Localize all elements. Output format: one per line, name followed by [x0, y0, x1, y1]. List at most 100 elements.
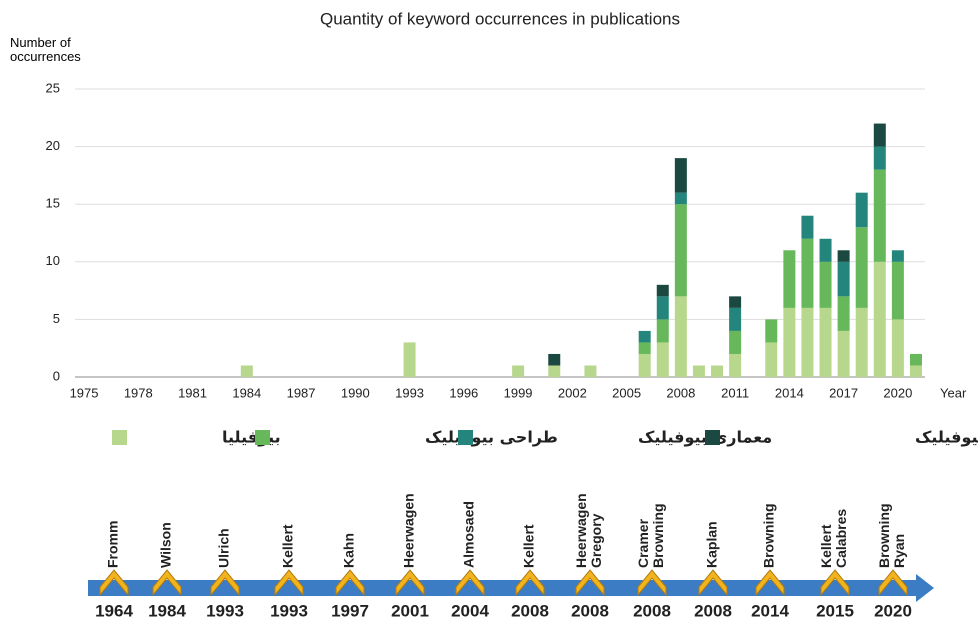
x-axis-label: Year: [940, 385, 967, 400]
bar-segment: [838, 296, 850, 331]
timeline-year: 2004: [451, 601, 489, 620]
bar-segment: [838, 250, 850, 262]
timeline-year: 2014: [751, 601, 789, 620]
bar-segment: [657, 319, 669, 342]
timeline-name: Kellert: [280, 524, 296, 568]
chart-title: Quantity of keyword occurrences in publi…: [320, 9, 680, 28]
bar-segment: [874, 262, 886, 377]
bar-segment: [639, 342, 651, 354]
timeline-year: 2015: [816, 601, 854, 620]
timeline-name: Kahn: [341, 533, 357, 568]
y-label-box: Number of occurrences: [10, 36, 120, 76]
x-tick-label: 2008: [666, 385, 695, 400]
timeline-name: Kellert: [521, 524, 537, 568]
timeline-name: Gregory: [588, 513, 604, 568]
timeline-name: Ryan: [891, 534, 907, 568]
bar-segment: [675, 193, 687, 205]
timeline-year: 2008: [694, 601, 732, 620]
bar-segment: [783, 250, 795, 308]
bar-segment: [548, 354, 560, 366]
y-tick-label: 20: [46, 138, 60, 153]
bar-segment: [801, 308, 813, 377]
timeline-year: 2008: [633, 601, 671, 620]
legend-label: ساختمان بیوفیلیک: [915, 428, 978, 447]
timeline-name: Calabres: [833, 509, 849, 568]
timeline-year: 1964: [95, 601, 133, 620]
bar-segment: [639, 354, 651, 377]
timeline-year: 1997: [331, 601, 369, 620]
bar-segment: [711, 365, 723, 377]
timeline-name: Cramer: [635, 518, 651, 568]
timeline-name: Browning: [761, 503, 777, 568]
y-tick-label: 5: [53, 311, 60, 326]
timeline-arrow-head: [916, 574, 934, 602]
bar-segment: [729, 296, 741, 308]
bar-segment: [856, 227, 868, 308]
legend-swatch: [458, 430, 473, 445]
legend-swatch: [255, 430, 270, 445]
legend-swatch: [112, 430, 127, 445]
timeline-name: Kellert: [818, 524, 834, 568]
bar-segment: [892, 262, 904, 320]
bar-segment: [548, 365, 560, 377]
legend-label: طراحی بیوفیلیک: [425, 428, 558, 447]
legend-label: بیوفیلیا: [222, 428, 281, 447]
timeline-year: 2008: [511, 601, 549, 620]
timeline-name: Fromm: [105, 521, 121, 568]
bar-segment: [241, 365, 253, 377]
bar-segment: [783, 308, 795, 377]
timeline-name: Browning: [650, 503, 666, 568]
bar-segment: [801, 239, 813, 308]
x-tick-label: 1981: [178, 385, 207, 400]
bar-segment: [512, 365, 524, 377]
bar-segment: [675, 158, 687, 193]
x-tick-label: 1993: [395, 385, 424, 400]
bar-segment: [729, 354, 741, 377]
bar-segment: [765, 342, 777, 377]
x-tick-label: 1984: [232, 385, 261, 400]
timeline-name: Wilson: [158, 522, 174, 568]
bar-segment: [693, 365, 705, 377]
bar-segment: [874, 147, 886, 170]
timeline-year: 2008: [571, 601, 609, 620]
x-tick-label: 1990: [341, 385, 370, 400]
x-tick-label: 1978: [124, 385, 153, 400]
bar-segment: [892, 319, 904, 377]
timeline-name: Browning: [876, 503, 892, 568]
y-tick-label: 25: [46, 80, 60, 95]
bar-segment: [729, 308, 741, 331]
x-tick-label: 1987: [287, 385, 316, 400]
y-tick-label: 15: [46, 196, 60, 211]
timeline-year: 1993: [206, 601, 244, 620]
timeline-year: 2001: [391, 601, 429, 620]
bar-segment: [657, 285, 669, 297]
y-tick-label: 0: [53, 368, 60, 383]
timeline-name: Heerwagen: [401, 493, 417, 568]
x-tick-label: 1975: [70, 385, 99, 400]
bar-segment: [820, 262, 832, 308]
bar-segment: [820, 239, 832, 262]
bar-segment: [657, 342, 669, 377]
bar-segment: [838, 262, 850, 297]
x-tick-label: 2014: [775, 385, 804, 400]
timeline-year: 1993: [270, 601, 308, 620]
bar-segment: [856, 193, 868, 228]
x-tick-label: 2002: [558, 385, 587, 400]
timeline-year: 1984: [148, 601, 186, 620]
bar-segment: [801, 216, 813, 239]
bar-segment: [765, 319, 777, 342]
bar-segment: [675, 204, 687, 296]
timeline-name: Ulrich: [216, 528, 232, 568]
bar-segment: [729, 331, 741, 354]
bar-segment: [838, 331, 850, 377]
bar-segment: [892, 250, 904, 262]
x-tick-label: 2005: [612, 385, 641, 400]
bar-segment: [657, 296, 669, 319]
timeline-name: Almosaed: [461, 501, 477, 568]
bar-segment: [874, 170, 886, 262]
x-tick-label: 2020: [883, 385, 912, 400]
timeline-name: Heerwagen: [573, 493, 589, 568]
x-tick-label: 2017: [829, 385, 858, 400]
bar-segment: [874, 124, 886, 147]
y-tick-label: 10: [46, 253, 60, 268]
